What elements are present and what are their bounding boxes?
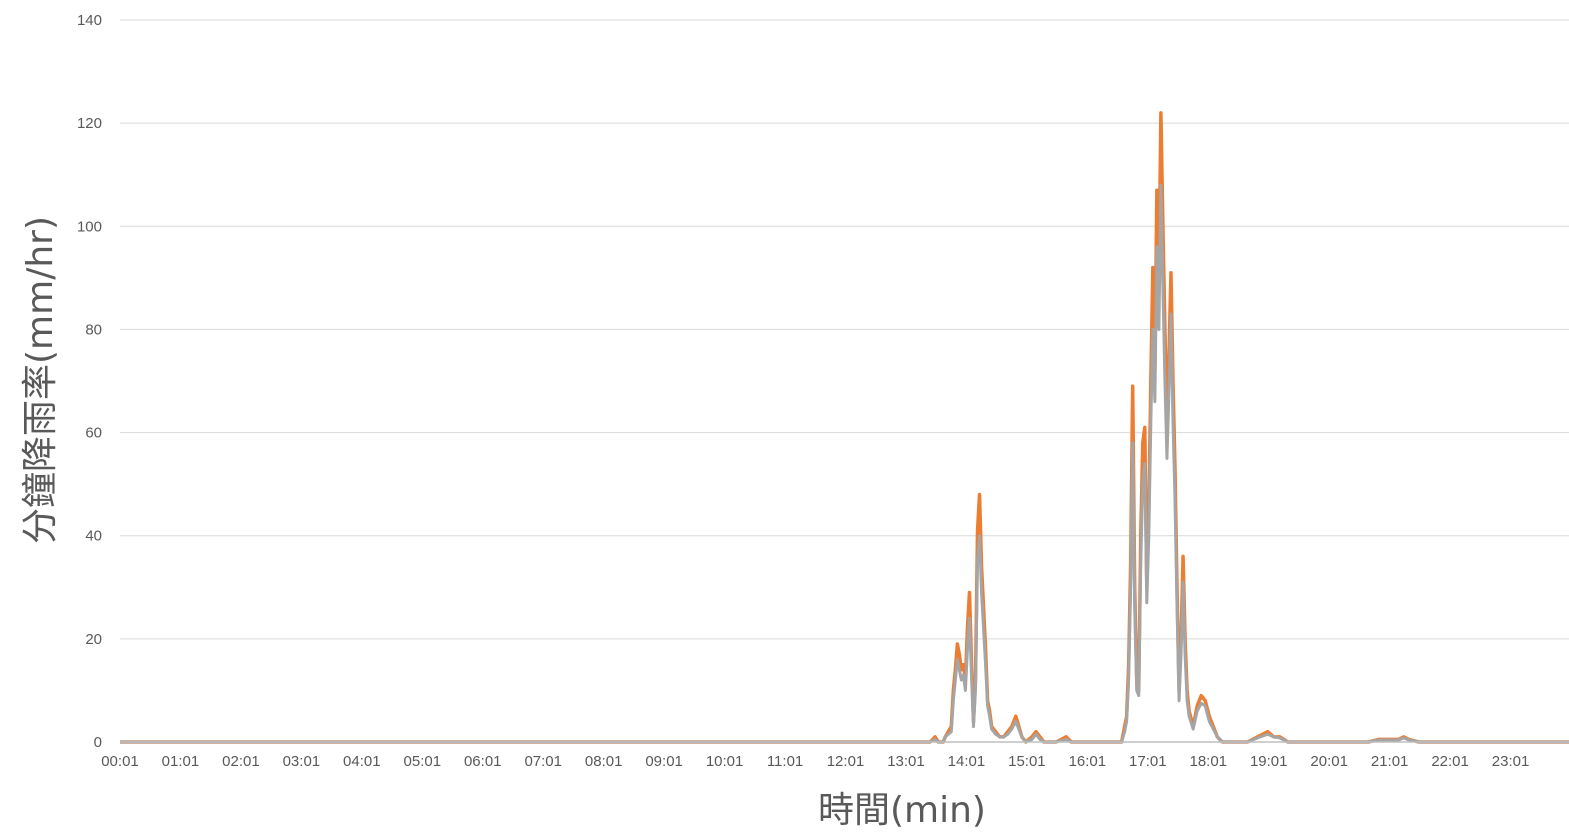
- y-tick-label: 140: [77, 12, 102, 29]
- series-lines: [120, 111, 1569, 744]
- x-tick-label: 01:01: [162, 753, 200, 770]
- y-tick-label: 120: [77, 115, 102, 132]
- x-tick-label: 13:01: [887, 753, 925, 770]
- x-tick-label: 07:01: [524, 753, 562, 770]
- x-axis-title: 時間(min): [818, 790, 986, 831]
- x-tick-label: 12:01: [827, 753, 865, 770]
- series-line-1: [120, 111, 1569, 744]
- x-tick-label: 02:01: [222, 753, 260, 770]
- series-line-2: [120, 183, 1569, 744]
- x-tick-label: 09:01: [645, 753, 683, 770]
- x-tick-label: 20:01: [1310, 753, 1348, 770]
- gridlines: [120, 19, 1569, 640]
- x-tick-label: 14:01: [948, 753, 986, 770]
- x-tick-label: 17:01: [1129, 753, 1167, 770]
- x-tick-label: 18:01: [1189, 753, 1227, 770]
- x-tick-label: 10:01: [706, 753, 744, 770]
- x-tick-label: 04:01: [343, 753, 381, 770]
- x-tick-label: 03:01: [283, 753, 321, 770]
- x-tick-label: 19:01: [1250, 753, 1288, 770]
- x-tick-labels: 00:01 01:01 02:01 03:01 04:01 05:01 06:01 07:01…: [101, 753, 1529, 770]
- x-tick-label: 06:01: [464, 753, 502, 770]
- y-tick-label: 100: [77, 218, 102, 235]
- y-tick-label: 40: [85, 528, 102, 545]
- x-tick-label: 11:01: [767, 753, 803, 770]
- y-tick-label: 60: [85, 425, 102, 442]
- x-tick-label: 08:01: [585, 753, 623, 770]
- y-tick-label: 20: [85, 631, 102, 648]
- x-tick-label: 21:01: [1371, 753, 1409, 770]
- y-axis-title: 分鐘降雨率(mm/hr): [20, 216, 61, 544]
- y-tick-label: 80: [85, 321, 102, 338]
- x-tick-label: 00:01: [101, 753, 139, 770]
- y-tick-labels: 0 20 40 60 80 100 120 140: [77, 12, 102, 751]
- x-tick-label: 15:01: [1008, 753, 1046, 770]
- x-tick-label: 23:01: [1492, 753, 1530, 770]
- x-tick-label: 22:01: [1431, 753, 1469, 770]
- y-tick-label: 0: [94, 734, 102, 751]
- x-tick-label: 16:01: [1069, 753, 1107, 770]
- x-tick-label: 05:01: [404, 753, 442, 770]
